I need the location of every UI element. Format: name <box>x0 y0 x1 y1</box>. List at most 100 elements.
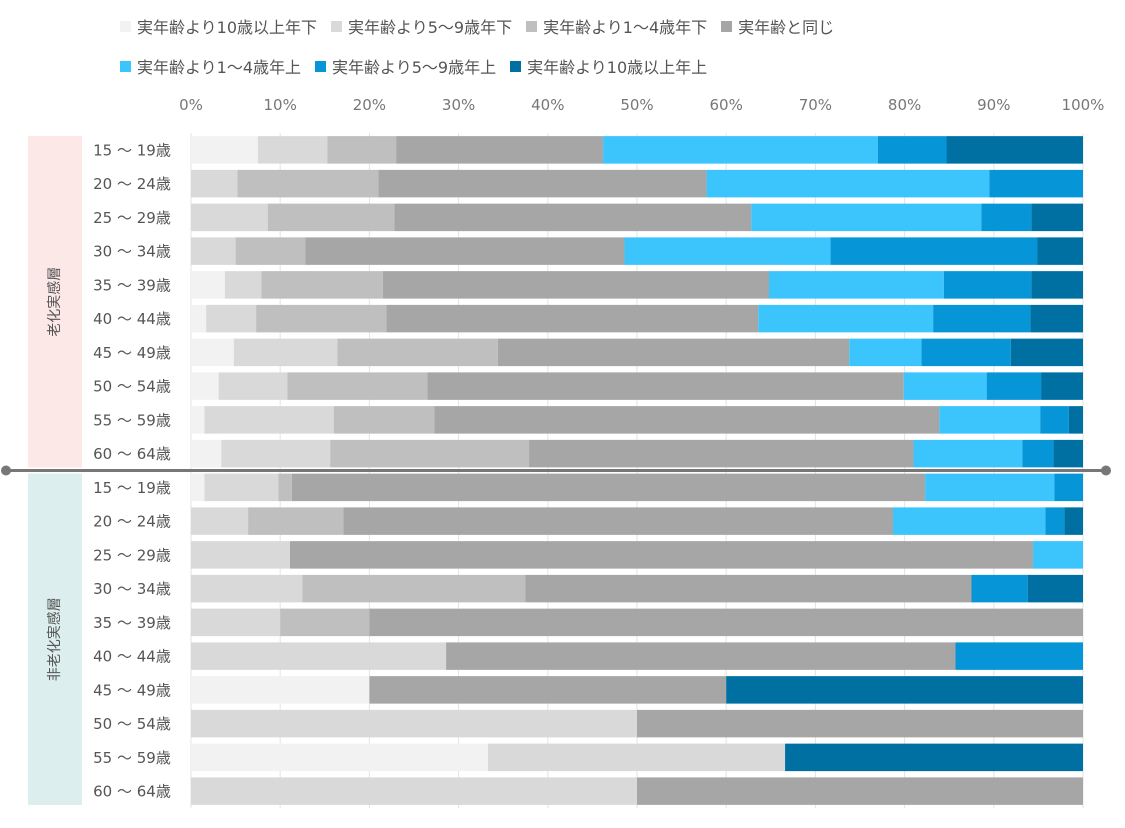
bar-segment <box>1033 541 1083 569</box>
bar-segment <box>191 743 489 772</box>
category-label: 15 ～ 19歳 <box>93 141 171 159</box>
legend-swatch <box>315 60 327 72</box>
x-tick-label: 50% <box>620 96 653 114</box>
x-tick-label: 70% <box>799 96 832 114</box>
legend-item: 実年齢と同じ <box>721 14 834 38</box>
bar-segment <box>191 203 268 232</box>
bar-segment <box>946 136 1083 164</box>
legend-swatch <box>120 20 131 32</box>
x-tick-label: 100% <box>1062 96 1105 114</box>
bar-segment <box>1031 271 1083 299</box>
legend-swatch <box>721 20 733 32</box>
bar-segment <box>191 541 291 569</box>
bar-segment <box>191 676 370 704</box>
bar-segment <box>769 271 944 299</box>
category-label: 50 ～ 54歳 <box>93 715 171 733</box>
bar-segment <box>191 574 303 603</box>
bar-segment <box>913 439 1023 468</box>
legend-item: 実年齢より1～4歳年上 <box>120 54 301 78</box>
bar-segment <box>287 372 428 400</box>
bar-segment <box>943 271 1032 299</box>
bar-segment <box>191 473 205 502</box>
bar-segment <box>233 338 338 367</box>
bar-segment <box>386 304 759 333</box>
bar-segment <box>1010 338 1083 367</box>
bar-segment <box>394 203 752 232</box>
bar-segment <box>758 304 934 333</box>
bar-segment <box>921 338 1011 367</box>
bar-segment <box>278 473 292 502</box>
bar-segment <box>248 507 344 535</box>
category-label: 25 ～ 29歳 <box>93 209 171 227</box>
bar-segment <box>1022 439 1054 468</box>
category-label: 30 ～ 34歳 <box>93 243 171 261</box>
bar-segment <box>989 169 1083 198</box>
bar-segment <box>256 304 387 333</box>
bar-segment <box>1045 507 1065 535</box>
legend: 実年齢より10歳以上年下 実年齢より5～9歳年下 実年齢より1～4歳年下 実年齢… <box>120 12 1110 92</box>
bar-segment <box>191 777 637 805</box>
legend-label: 実年齢より1～4歳年下 <box>543 18 708 37</box>
bar-segment <box>1037 237 1083 265</box>
bar-segment <box>327 136 397 164</box>
bar-segment <box>1068 406 1083 434</box>
bar-segment <box>955 642 1083 670</box>
bar-segment <box>257 136 328 164</box>
bar-segment <box>191 709 637 738</box>
legend-swatch <box>510 60 522 72</box>
bar-segment <box>785 743 1083 772</box>
bar-segment <box>488 743 786 772</box>
bar-segment <box>427 372 904 400</box>
bar-segment <box>893 507 1046 535</box>
legend-item: 実年齢より5～9歳年下 <box>331 14 512 38</box>
bar-segment <box>849 338 922 367</box>
bar-segment <box>261 271 383 299</box>
bar-segment <box>603 136 878 164</box>
x-tick-label: 30% <box>442 96 475 114</box>
x-tick-label: 80% <box>888 96 921 114</box>
bar-segment <box>525 574 972 603</box>
group-label: 非老化実感層 <box>46 597 63 681</box>
bar-segment <box>204 473 279 502</box>
bar-segment <box>1031 203 1083 232</box>
bar-segment <box>191 642 447 670</box>
category-label: 40 ～ 44歳 <box>93 648 171 666</box>
bar-segment <box>1030 304 1083 333</box>
bar-segment <box>1064 507 1083 535</box>
legend-row-2: 実年齢より1～4歳年上 実年齢より5～9歳年上 実年齢より10歳以上年上 <box>120 52 1110 80</box>
bar-segment <box>986 372 1042 400</box>
legend-label: 実年齢より1～4歳年上 <box>137 58 302 77</box>
bar-segment <box>191 271 225 299</box>
x-tick-label: 20% <box>353 96 386 114</box>
bar-segment <box>305 237 625 265</box>
legend-label: 実年齢より5～9歳年上 <box>332 58 497 77</box>
category-label: 35 ～ 39歳 <box>93 276 171 294</box>
bar-segment <box>302 574 526 603</box>
legend-label: 実年齢より5～9歳年下 <box>348 18 513 37</box>
bar-segment <box>396 136 604 164</box>
legend-item: 実年齢より1～4歳年下 <box>526 14 707 38</box>
group-label: 老化実感層 <box>46 267 63 337</box>
x-tick-label: 40% <box>531 96 564 114</box>
bar-segment <box>221 439 331 468</box>
bar-segment <box>206 304 257 333</box>
bar-segment <box>191 406 205 434</box>
bar-segment <box>191 338 234 367</box>
bar-segment <box>191 169 238 198</box>
bar-segment <box>290 541 1034 569</box>
bar-segment <box>382 271 770 299</box>
bar-segment <box>981 203 1032 232</box>
group-panel <box>28 473 82 805</box>
bar-segment <box>291 473 926 502</box>
bar-segment <box>191 372 219 400</box>
bar-segment <box>1040 406 1069 434</box>
bar-segment <box>1027 574 1083 603</box>
category-label: 45 ～ 49歳 <box>93 681 171 699</box>
legend-swatch <box>120 60 131 72</box>
bar-segment <box>369 608 1083 637</box>
legend-label: 実年齢と同じ <box>738 18 835 37</box>
bar-segment <box>330 439 530 468</box>
bar-segment <box>446 642 956 670</box>
bar-segment <box>726 676 1083 704</box>
